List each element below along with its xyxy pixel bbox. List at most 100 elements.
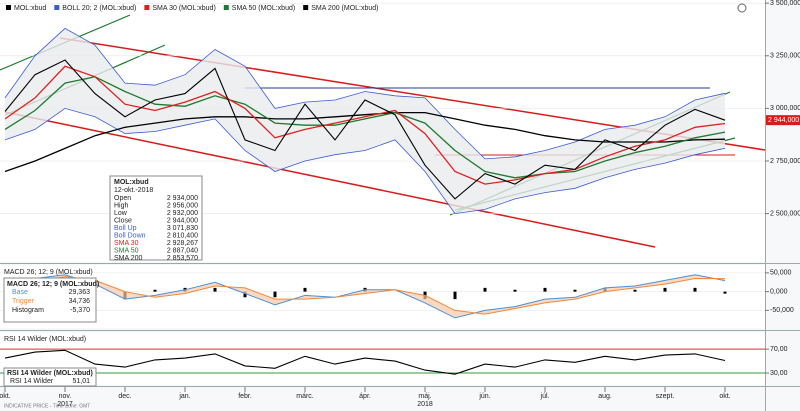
macd-box-name: Histogram	[12, 307, 44, 314]
legend-label: SMA 30 (MOL:xbud)	[152, 5, 215, 12]
y-tick-label: 30,00	[770, 370, 788, 377]
histogram-bar	[213, 287, 217, 292]
histogram-bar	[453, 291, 457, 300]
x-tick-label: nov.	[59, 393, 72, 400]
histogram-bar	[573, 289, 577, 292]
x-tick-label: febr.	[238, 393, 252, 400]
histogram-bar	[543, 287, 547, 292]
legend-swatch	[54, 5, 60, 10]
info-label: SMA 50	[114, 247, 139, 254]
info-label: Boll Down	[114, 232, 146, 239]
info-value: 2 932,000	[167, 210, 198, 217]
info-symbol: MOL:xbud	[114, 179, 149, 186]
info-label: Boll Up	[114, 225, 137, 232]
last-price-box	[766, 115, 800, 126]
info-value: 2 887,040	[167, 247, 198, 254]
histogram-bar	[513, 289, 517, 292]
x-tick-label: jún.	[478, 393, 490, 400]
macd-box-name: Base	[12, 289, 28, 296]
macd-box-value: 34,736	[69, 298, 91, 305]
histogram-bar	[243, 291, 247, 298]
macd-fill	[5, 274, 725, 318]
rsi-panel	[0, 333, 765, 385]
last-price-label: 2 944,000	[768, 117, 799, 124]
price-line	[4, 59, 726, 200]
info-label: Open	[114, 195, 131, 202]
legend-swatch	[6, 5, 11, 10]
histogram-bar	[633, 289, 637, 292]
x-tick-label: aug.	[598, 393, 612, 400]
y-tick-label: 50,000	[770, 270, 792, 277]
info-value: 2 956,000	[167, 202, 198, 209]
info-box-frame	[109, 175, 203, 261]
legend-swatch	[144, 5, 150, 10]
legend-swatch	[303, 5, 309, 10]
rsi-box-name: RSI 14 Wilder	[10, 378, 54, 385]
y-tick-label: 2 500,000	[770, 210, 800, 217]
x-tick-label: jan.	[178, 393, 190, 400]
macd-box-name: Trigger	[12, 298, 35, 305]
info-value: 3 071,830	[167, 225, 198, 232]
rsi-box	[3, 367, 97, 387]
year-label: 2018	[417, 401, 433, 408]
rsi-box-value: 51,01	[72, 378, 90, 385]
legend-label: MOL:xbud	[14, 5, 46, 12]
year-label: 2017	[57, 401, 73, 408]
macd-panel	[0, 265, 765, 328]
x-tick-label: júl.	[540, 393, 550, 400]
macd-line	[4, 276, 726, 315]
x-tick-label: szept.	[656, 393, 675, 400]
y-tick-label: 70,00	[770, 346, 788, 353]
bollinger-lower	[4, 107, 726, 215]
bollinger-upper	[4, 27, 726, 160]
info-label: High	[114, 202, 129, 209]
info-label: SMA 30	[114, 240, 139, 247]
sma-line	[4, 65, 726, 185]
panel-title: MACD 26; 12; 9 (MOL:xbud)	[4, 269, 93, 276]
x-tick-label: okt.	[719, 393, 730, 400]
histogram-bar	[273, 291, 277, 298]
info-value: 2 934,000	[167, 195, 198, 202]
legend-label: BOLL 20; 2 (MOL:xbud)	[62, 5, 136, 12]
histogram-bar	[303, 287, 307, 292]
rsi-line	[4, 349, 726, 375]
macd-box-value: 29,363	[69, 289, 91, 296]
info-date: 12-okt.-2018	[114, 187, 153, 194]
y-tick-label: 3 500,000	[770, 0, 800, 7]
info-label: SMA 200	[114, 255, 143, 262]
x-tick-label: dec.	[118, 393, 131, 400]
y-tick-label: 2 750,000	[770, 158, 800, 165]
info-value: 2 944,000	[167, 217, 198, 224]
info-box: MOL:xbud 12-okt.-2018 Open 2 934,000 High 2…	[109, 175, 203, 262]
info-rows: Open 2 934,000 High 2 956,000 Low 2 932,000 Cl…	[114, 195, 198, 262]
rsi-box-title: RSI 14 Wilder (MOL:xbud)	[7, 370, 93, 377]
y-tick-label: 3 250,000	[770, 53, 800, 60]
legend-label: SMA 200 (MOL:xbud)	[311, 5, 378, 12]
panel-title: RSI 14 Wilder (MOL:xbud)	[4, 336, 86, 343]
histogram-bar	[153, 289, 157, 292]
trend-line	[4, 111, 656, 248]
x-tick-label: ápr.	[359, 393, 371, 400]
histogram-bar	[723, 291, 727, 294]
histogram-bar	[663, 287, 667, 292]
legend-label: SMA 50 (MOL:xbud)	[232, 5, 295, 12]
info-label: Low	[114, 210, 128, 217]
sma-line	[4, 111, 726, 173]
macd-box	[3, 277, 97, 323]
info-value: 2 928,267	[167, 240, 198, 247]
histogram-bar	[483, 287, 487, 292]
legend-swatch	[223, 5, 229, 10]
y-tick-label: -50,000	[770, 307, 794, 314]
macd-box-title: MACD 26; 12; 9 (MOL:xbud)	[7, 281, 99, 288]
histogram-bar	[693, 287, 697, 292]
x-tick-label: máj.	[418, 393, 431, 400]
macd-line	[4, 274, 726, 319]
settings-icon[interactable]	[737, 3, 747, 13]
y-tick-label: 0,000	[770, 288, 788, 295]
x-tick-label: okt.	[0, 393, 11, 400]
info-label: Close	[114, 217, 132, 224]
footer-note: INDICATIVE PRICE - Time Zone: GMT	[4, 403, 90, 409]
